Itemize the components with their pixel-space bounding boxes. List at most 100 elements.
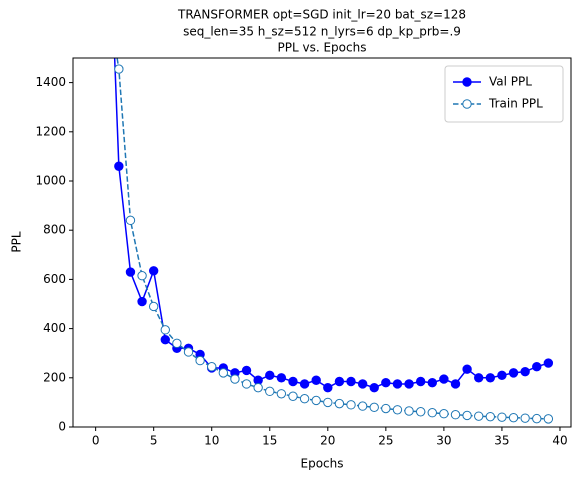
- point: [508, 368, 519, 378]
- x-tick-label: 0: [92, 434, 100, 448]
- point: [241, 379, 252, 389]
- point: [381, 403, 391, 414]
- plot-area: [113, 58, 554, 424]
- series-line: [116, 58, 549, 420]
- point: [137, 271, 147, 281]
- legend-box: [444, 65, 564, 123]
- y-axis-label: PPL: [10, 231, 24, 252]
- point: [404, 406, 414, 416]
- series-line: [113, 58, 549, 389]
- point: [253, 382, 263, 393]
- point: [195, 355, 205, 366]
- point: [439, 409, 449, 419]
- point: [404, 379, 414, 389]
- point: [357, 401, 368, 411]
- point: [392, 379, 403, 389]
- point: [148, 266, 159, 276]
- point: [334, 398, 345, 409]
- point: [485, 411, 496, 422]
- point: [415, 407, 426, 417]
- point: [265, 370, 275, 381]
- legend-label: Val PPL: [489, 75, 532, 89]
- point: [207, 362, 217, 372]
- x-tick-label: 25: [378, 434, 393, 448]
- point: [497, 370, 507, 381]
- point: [532, 413, 542, 424]
- point: [160, 334, 170, 345]
- point: [230, 374, 240, 384]
- point: [288, 376, 298, 387]
- point: [357, 379, 368, 389]
- point: [497, 412, 507, 422]
- point: [439, 374, 449, 384]
- point: [125, 267, 136, 277]
- point: [346, 400, 356, 410]
- axes-frame: [72, 57, 572, 428]
- y-tick-label: 800: [43, 223, 66, 237]
- point: [276, 373, 287, 383]
- point: [392, 405, 403, 415]
- y-tick-label: 1400: [35, 75, 66, 89]
- point: [114, 161, 124, 171]
- point: [369, 402, 379, 413]
- point: [474, 411, 484, 421]
- x-tick-label: 30: [436, 434, 451, 448]
- point: [323, 397, 333, 408]
- point: [462, 364, 472, 374]
- point: [218, 368, 229, 378]
- point: [323, 382, 333, 393]
- point: [369, 382, 379, 393]
- point: [172, 338, 182, 349]
- point: [311, 395, 321, 406]
- point: [520, 413, 530, 423]
- x-tick-label: 35: [494, 434, 509, 448]
- point: [299, 379, 310, 389]
- point: [543, 414, 554, 424]
- point: [334, 376, 345, 387]
- point: [183, 347, 194, 357]
- x-tick-label: 20: [320, 434, 335, 448]
- point: [520, 366, 530, 377]
- point: [381, 378, 391, 388]
- chart-title: seq_len=35 h_sz=512 n_lyrs=6 dp_kp_prb=.…: [183, 25, 461, 39]
- point: [265, 386, 275, 397]
- x-tick-label: 15: [262, 434, 277, 448]
- y-tick-label: 1200: [35, 124, 66, 138]
- x-tick-label: 10: [204, 434, 219, 448]
- point: [137, 296, 147, 307]
- chart-title: PPL vs. Epochs: [278, 41, 367, 55]
- point: [299, 394, 310, 404]
- point: [415, 376, 426, 387]
- y-tick-label: 400: [43, 321, 66, 335]
- point: [288, 391, 298, 401]
- point: [462, 410, 472, 421]
- point: [160, 325, 170, 335]
- point: [346, 376, 356, 387]
- point: [311, 375, 321, 385]
- y-tick-label: 0: [58, 420, 66, 434]
- x-tick-label: 40: [552, 434, 567, 448]
- x-tick-label: 5: [150, 434, 158, 448]
- point: [427, 378, 437, 388]
- y-tick-label: 1000: [35, 174, 66, 188]
- point: [450, 379, 461, 389]
- y-tick-label: 200: [43, 370, 66, 384]
- point: [450, 410, 461, 420]
- point: [241, 365, 252, 376]
- point: [474, 373, 484, 383]
- point: [485, 373, 496, 383]
- point: [508, 412, 519, 423]
- point: [114, 64, 124, 74]
- point: [427, 408, 437, 418]
- legend-marker: [462, 77, 472, 87]
- point: [276, 389, 287, 399]
- legend-label: Train PPL: [488, 97, 543, 111]
- point: [532, 362, 542, 372]
- legend-marker: [462, 99, 472, 109]
- point: [125, 215, 136, 226]
- x-axis-label: Epochs: [301, 457, 344, 471]
- y-tick-label: 600: [43, 272, 66, 286]
- point: [543, 358, 554, 368]
- point: [148, 301, 159, 312]
